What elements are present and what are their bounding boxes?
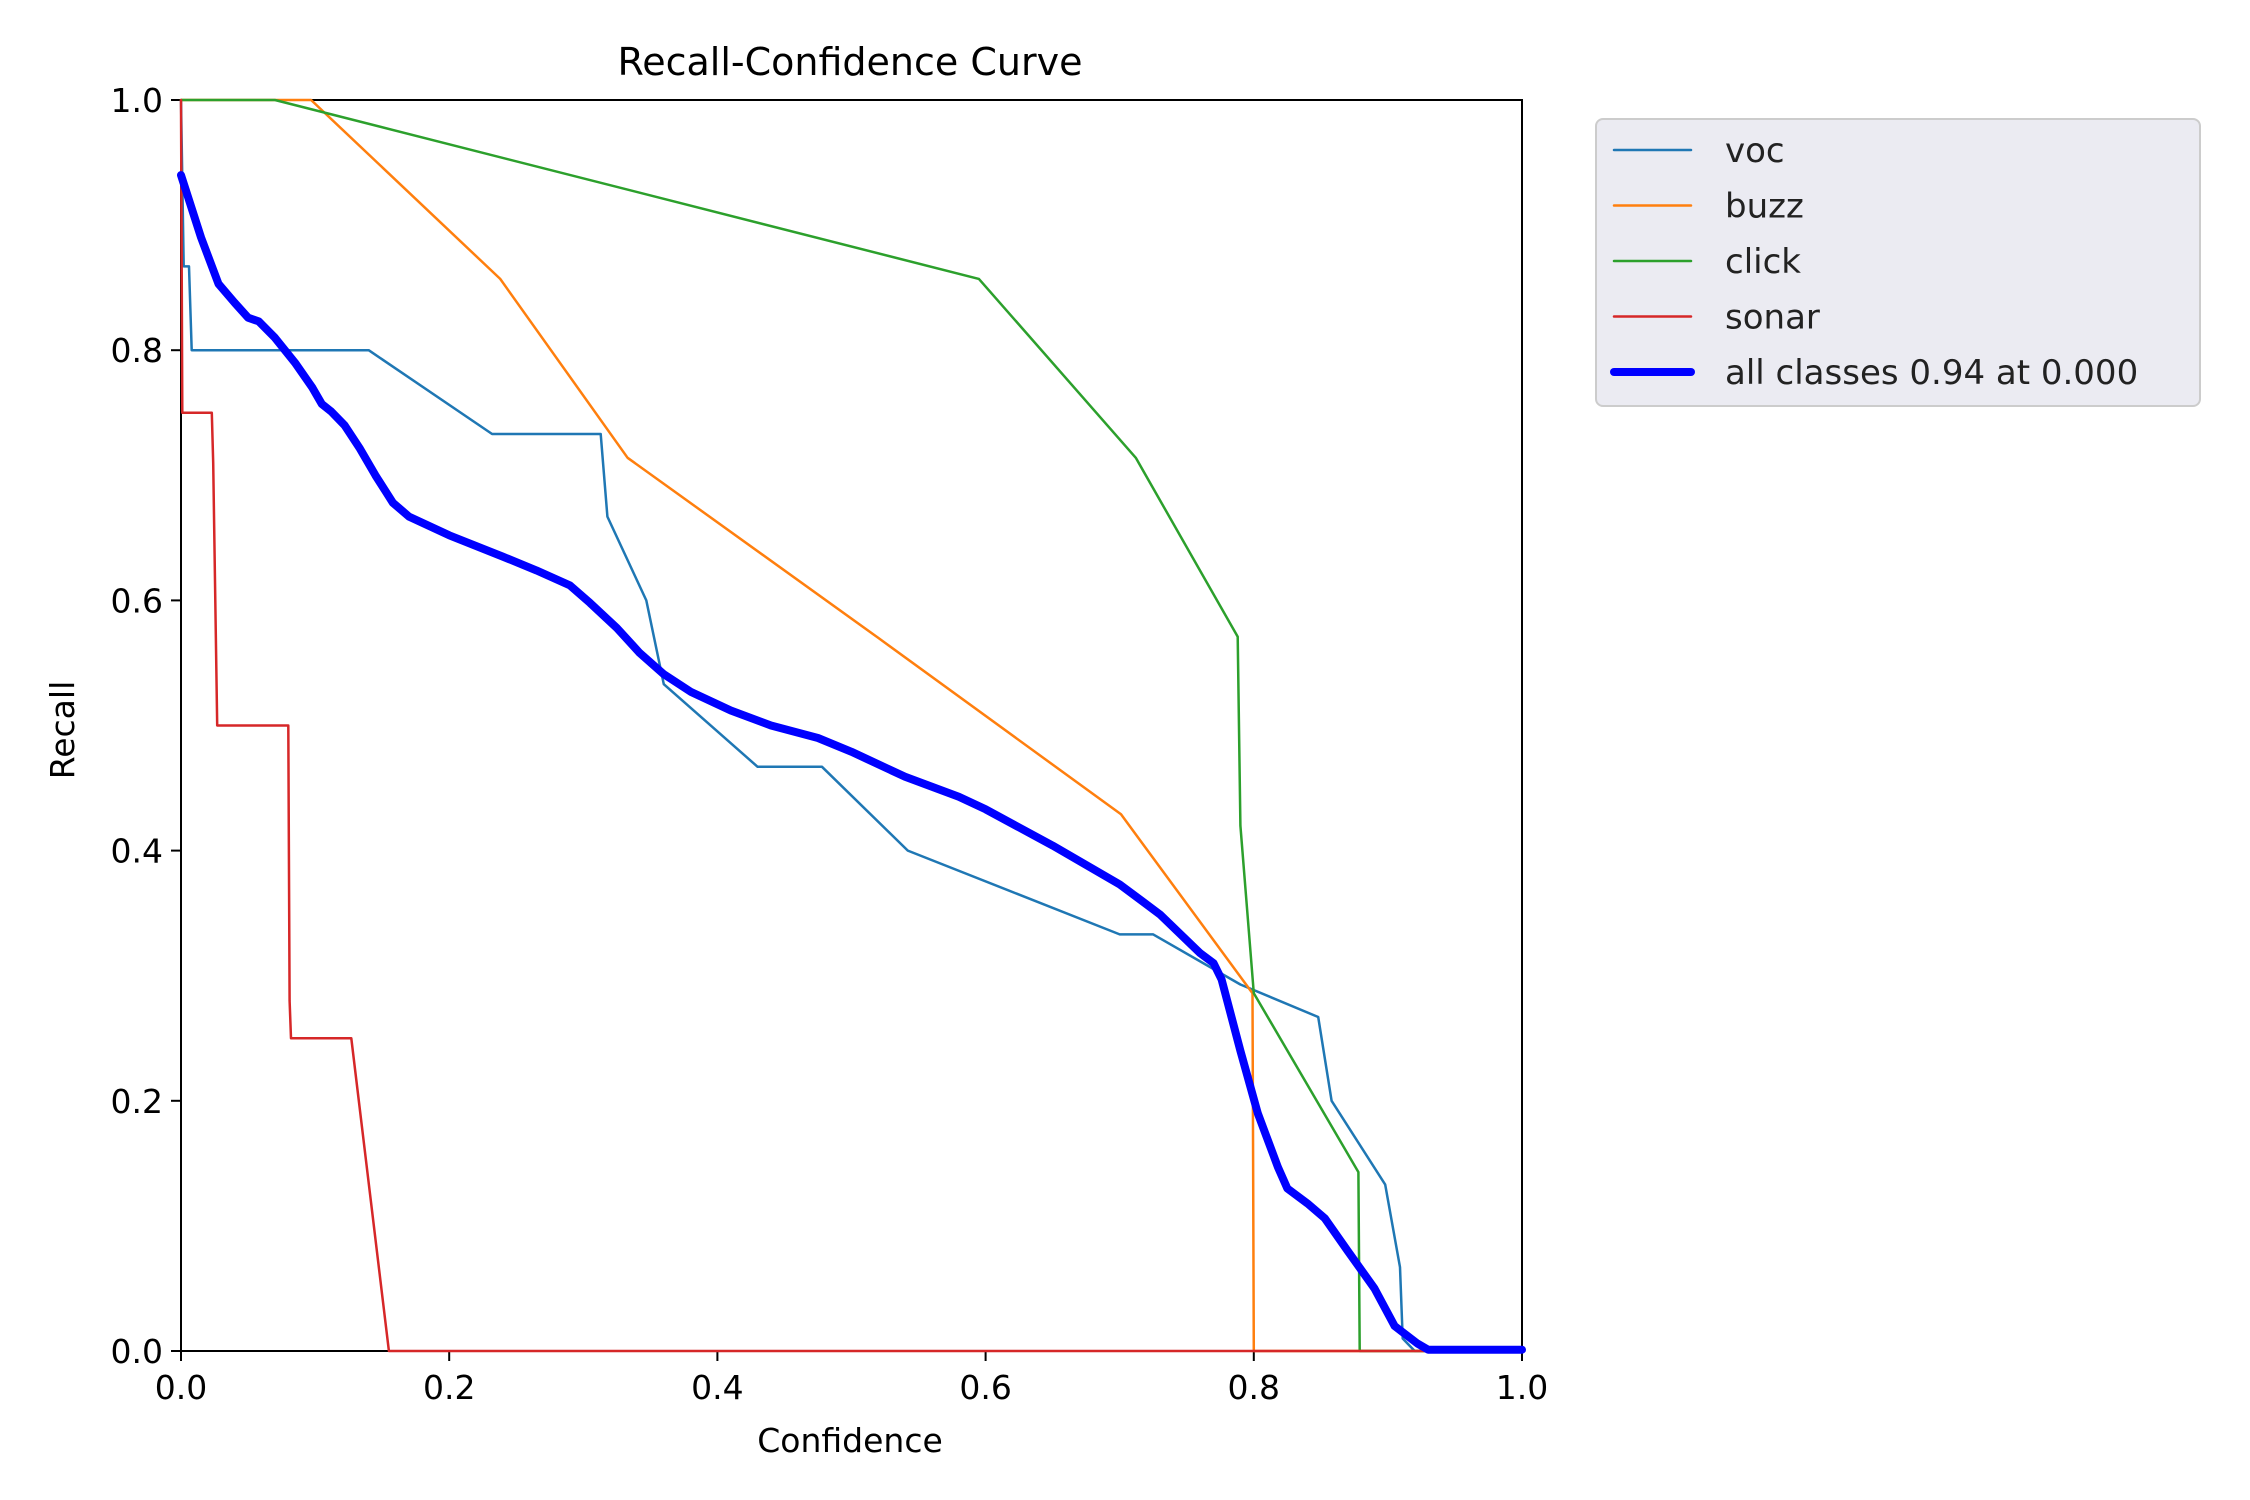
- legend-label: buzz: [1725, 187, 1804, 227]
- series-layer: [177, 98, 1526, 1354]
- y-axis-title: Recall: [43, 681, 82, 779]
- y-axis-ticks: 0.0 0.2 0.4 0.6 0.8 1.0: [111, 81, 181, 1371]
- y-tick-label: 1.0: [111, 81, 163, 120]
- x-axis-ticks: 0.0 0.2 0.4 0.6 0.8 1.0: [155, 1351, 1548, 1407]
- x-axis-title: Confidence: [757, 1421, 943, 1460]
- y-tick-label: 0.4: [111, 832, 163, 871]
- chart-title: Recall-Confidence Curve: [618, 40, 1083, 84]
- legend-label: click: [1725, 242, 1801, 282]
- legend-box: [1595, 118, 2201, 407]
- y-tick-label: 0.0: [111, 1332, 163, 1371]
- x-tick-label: 1.0: [1496, 1368, 1548, 1407]
- legend-label: all classes 0.94 at 0.000: [1725, 353, 2138, 393]
- series-line-buzz: [179, 98, 1524, 1353]
- x-tick-label: 0.8: [1228, 1368, 1280, 1407]
- legend-label: sonar: [1725, 298, 1820, 338]
- legend: voc buzz click sonar all classes 0.94 at 0.0…: [1595, 118, 2201, 407]
- legend-label: voc: [1725, 131, 1785, 171]
- plot-area: 0.0 0.2 0.4 0.6 0.8 1.0 0.0 0.2 0.4 0.6 0.8 1.0: [111, 81, 1549, 1407]
- x-tick-label: 0.4: [691, 1368, 743, 1407]
- y-tick-label: 0.6: [111, 581, 163, 620]
- x-tick-label: 0.0: [155, 1368, 207, 1407]
- series-line-voc: [179, 98, 1524, 1353]
- y-tick-label: 0.2: [111, 1082, 163, 1121]
- x-tick-label: 0.2: [423, 1368, 475, 1407]
- series-line-all: [177, 171, 1526, 1354]
- y-tick-label: 0.8: [111, 331, 163, 370]
- x-tick-label: 0.6: [959, 1368, 1011, 1407]
- series-line-sonar: [179, 98, 1524, 1353]
